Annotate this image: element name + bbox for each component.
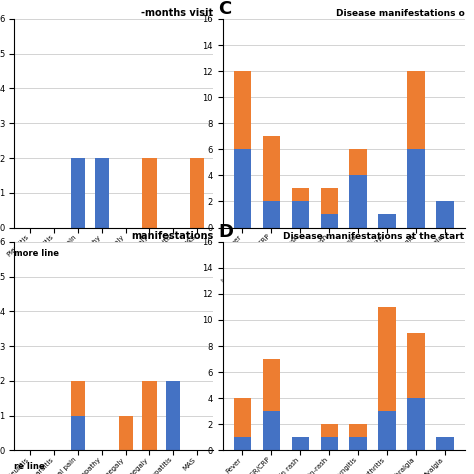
Text: C: C [218,0,231,18]
Bar [263,137,280,201]
Text: manifestations: manifestations [131,231,213,241]
Text: more line: more line [14,249,59,258]
Bar [142,158,156,228]
Bar [436,437,454,450]
Bar [292,201,309,228]
Bar [234,398,251,437]
Bar [349,437,367,450]
Bar [320,215,338,228]
Bar [349,175,367,228]
Bar [118,416,133,450]
Text: Disease manifestations at the start: Disease manifestations at the start [283,232,465,241]
Bar [71,381,85,416]
Bar [436,201,454,228]
Bar [71,416,85,450]
Bar [349,424,367,437]
Bar [142,381,156,450]
Bar [378,307,396,411]
Text: -months visit: -months visit [141,8,213,18]
Bar [378,215,396,228]
Bar [95,158,109,228]
Bar [234,71,251,149]
Bar [292,437,309,450]
Bar [407,333,425,398]
Bar [320,437,338,450]
Bar [378,411,396,450]
Bar [407,149,425,228]
Bar [263,359,280,411]
Bar [71,158,85,228]
Bar [292,188,309,201]
Text: Disease manifestations o: Disease manifestations o [336,9,465,18]
Bar [234,437,251,450]
Bar [407,71,425,149]
Bar [320,189,338,215]
Bar [407,398,425,450]
Bar [263,411,280,450]
Bar [320,424,338,437]
Bar [349,149,367,175]
Bar [234,149,251,228]
Bar [263,201,280,228]
Text: D: D [218,223,233,241]
Text: re line: re line [14,462,45,471]
Legend: 1st line, 2nd line: 1st line, 2nd line [337,346,461,361]
Bar [166,381,181,450]
Bar [190,158,204,228]
